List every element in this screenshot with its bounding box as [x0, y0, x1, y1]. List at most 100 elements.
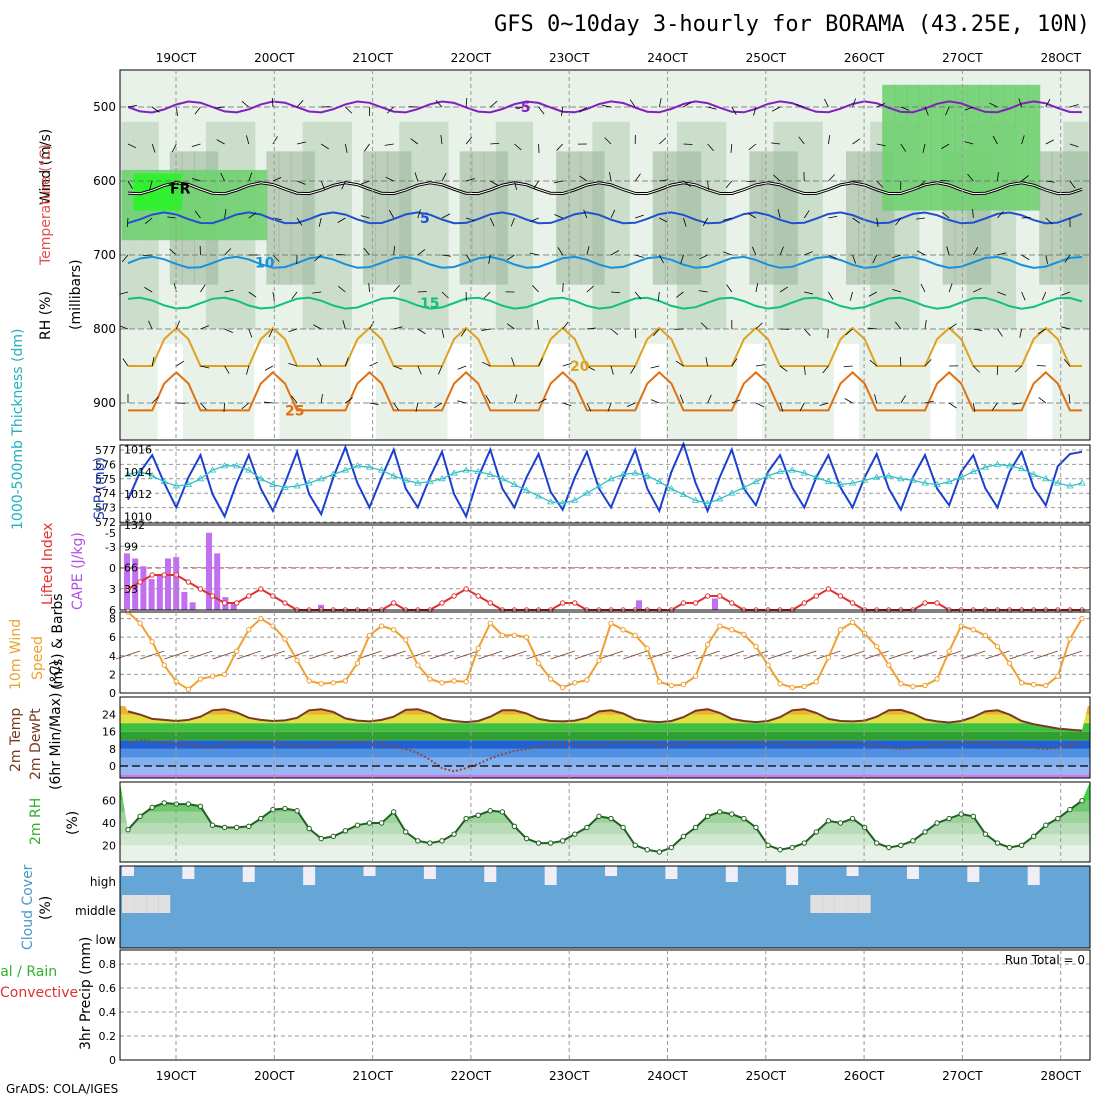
wind-barb [731, 399, 741, 404]
wind-barb-10m [454, 650, 479, 660]
wind-barb [460, 328, 467, 337]
wind-speed-point [137, 620, 143, 626]
wind-barb [972, 247, 979, 256]
wind-barb [268, 328, 274, 338]
rh2m-point [946, 815, 952, 822]
wind-barb-10m [1033, 650, 1058, 660]
wind-barb [1064, 254, 1071, 263]
wind-barb [779, 246, 784, 256]
wind-barb [248, 328, 253, 338]
rh2m-point [1043, 822, 1049, 828]
rh-clear [1039, 343, 1053, 440]
wind-barb [707, 394, 712, 404]
rh2m-point [403, 829, 409, 835]
thickness-point [329, 470, 337, 477]
rh2m-point [656, 849, 663, 855]
wind-barb [611, 291, 621, 294]
wind-speed-point [801, 683, 807, 690]
cloud-mid-gap [134, 895, 147, 913]
cloud-high-gap [122, 866, 134, 876]
wind-barb [511, 357, 515, 367]
rh-band [121, 169, 135, 241]
wind-barb [997, 252, 1007, 256]
rh-band [930, 84, 944, 211]
wind-speed-point [161, 662, 167, 668]
isotherm-line [127, 255, 1083, 269]
rh2m-point [306, 825, 312, 832]
thickness-point [414, 479, 422, 486]
wind-barb [216, 139, 225, 145]
thickness-point [377, 466, 386, 473]
cloud-layer-label: middle [75, 904, 116, 918]
cloud-high-gap [544, 866, 557, 885]
rh-band [978, 84, 992, 211]
wind-speed-point [680, 681, 687, 688]
rh-band [314, 121, 328, 329]
wind-speed-point [233, 648, 240, 654]
wind-barb [126, 217, 129, 228]
wind-barb [1021, 291, 1026, 301]
wind-barb [200, 365, 210, 369]
label-total-rain: Total / Rain [0, 964, 57, 980]
cloud-mid-gap [858, 895, 871, 913]
cloud-high-gap [605, 866, 618, 876]
label-lifted-index: Lifted Index [40, 523, 56, 605]
wind-barb [1061, 326, 1071, 330]
rh-band [218, 169, 232, 241]
label-temperature: Temperature (°C) [38, 144, 54, 266]
wind-barb [997, 291, 1007, 296]
wind-barb [344, 357, 349, 367]
wind-barb [867, 327, 877, 330]
rh2m-point [125, 826, 131, 833]
wind-barb [151, 106, 160, 113]
thickness-point [631, 469, 639, 476]
wind-barb-10m [140, 650, 165, 660]
rh-band [664, 151, 678, 285]
wind-barb [657, 291, 660, 301]
isotherm-label: 20 [570, 359, 590, 375]
wind-barb [895, 217, 902, 226]
axis-tick: 0.8 [99, 958, 117, 971]
wind-barb-10m [767, 650, 793, 660]
wind-barb [320, 394, 323, 404]
lifted-index-point [717, 593, 723, 599]
wind-barb [224, 365, 230, 374]
label-wind: Wind (m/s) [38, 129, 54, 205]
wind-speed-point [197, 676, 204, 682]
wind-speed-point [403, 637, 409, 643]
lifted-index-point [137, 579, 143, 585]
wind-barb [483, 291, 491, 299]
cloud-mid-gap [834, 895, 847, 913]
wind-barb [393, 402, 400, 411]
wind-barb [485, 395, 491, 404]
cape-bar [636, 600, 642, 610]
axis-tick: 0 [109, 1054, 116, 1067]
wind-barb [538, 357, 544, 367]
wind-barb [318, 217, 322, 227]
rh2m-point [668, 844, 675, 851]
wind-speed-point [632, 632, 638, 639]
footer-credit: GrADS: COLA/IGES [6, 1082, 119, 1096]
wind-barb [191, 143, 201, 148]
cloud-high-gap [967, 866, 980, 882]
wind-barb [441, 254, 451, 257]
rh2m-point [149, 804, 155, 811]
thickness-point [184, 480, 193, 487]
rh2m-point [596, 813, 602, 820]
rh-clear [930, 343, 944, 440]
rh-band [157, 173, 171, 211]
wind-barb [151, 357, 155, 367]
rh2m-point [258, 815, 264, 822]
thickness-point [607, 475, 615, 482]
thickness-point [885, 472, 893, 479]
wind-barb-10m [429, 650, 455, 660]
thickness-point [691, 496, 700, 503]
wind-barb [725, 180, 733, 189]
label-speed: Speed [30, 636, 46, 680]
wind-barb-10m [1009, 650, 1034, 660]
wind-barb [679, 394, 684, 404]
wind-barb-10m [840, 650, 865, 660]
wind-barb [723, 251, 732, 256]
wind-barb [393, 246, 396, 256]
